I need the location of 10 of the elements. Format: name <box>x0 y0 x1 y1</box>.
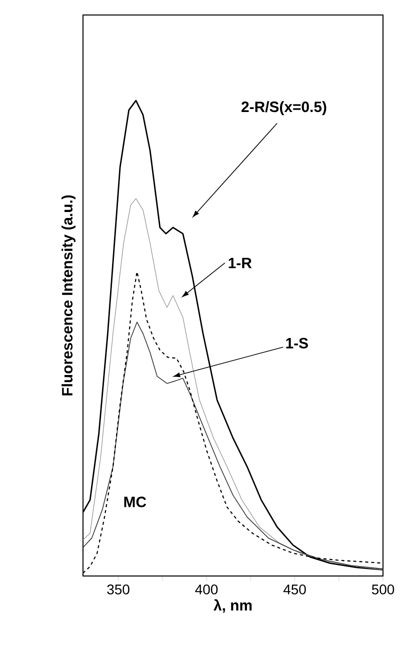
x-tick-label: 500 <box>372 584 394 594</box>
x-tick-label: 400 <box>195 584 218 594</box>
annotation: 1-S <box>286 338 308 348</box>
x-tick-label: 350 <box>107 584 130 594</box>
x-axis-title: λ, nm <box>214 599 252 613</box>
annotation: 2-R/S(x=0.5) <box>242 101 326 116</box>
annotation: MC <box>124 496 146 508</box>
x-tick-label: 450 <box>283 584 306 594</box>
y-axis-title: Fluorescence Intensity (a.u.) <box>62 195 76 396</box>
annotation: 1-R <box>228 258 252 268</box>
